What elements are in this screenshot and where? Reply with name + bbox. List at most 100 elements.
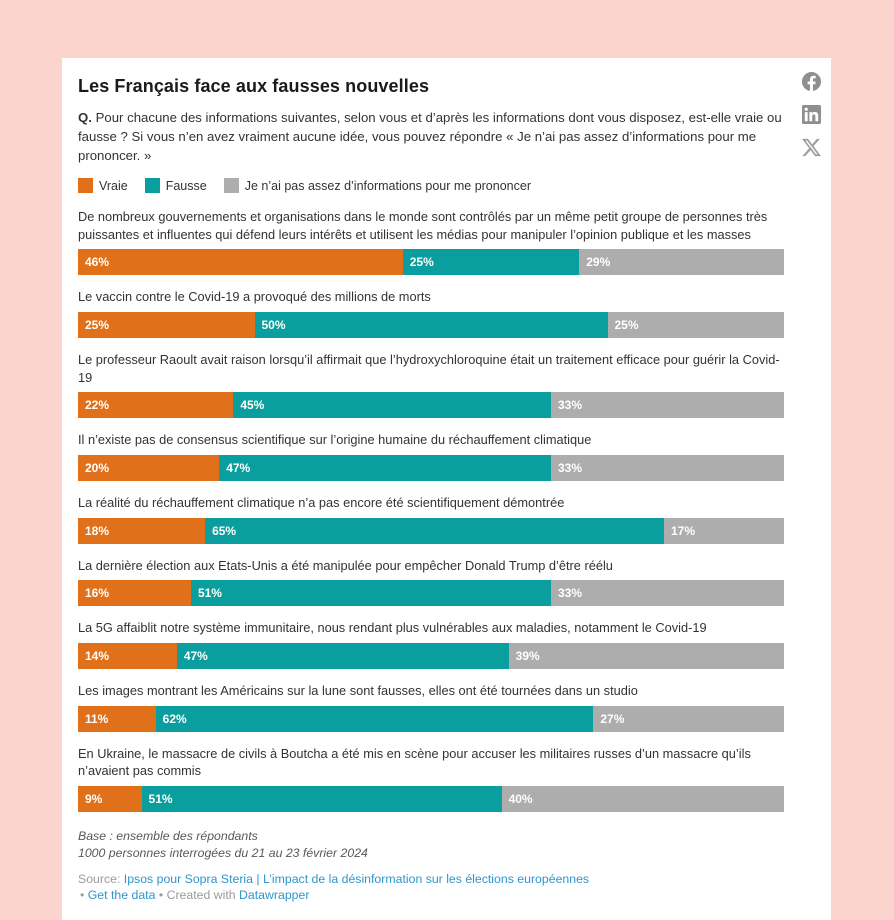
datawrapper-link[interactable]: Datawrapper [239,888,310,903]
bar-segment-fausse[interactable]: 50% [254,311,608,338]
statement-label: La 5G affaiblit notre système immunitair… [78,620,707,636]
bar-value-label: 29% [586,255,611,270]
statement-label: De nombreux gouvernements et organisatio… [78,209,768,242]
bar-segment-fausse[interactable]: 47% [219,454,551,481]
source-link[interactable]: Ipsos pour Sopra Steria | L’impact de la… [123,871,590,886]
bar-value-label: 33% [558,586,583,601]
bar-segment-nsp[interactable]: 25% [607,311,784,338]
legend-swatch [78,178,93,193]
bar-value-label: 18% [85,523,110,538]
bullet-separator: • [80,888,85,903]
statement-label: Les images montrant les Américains sur l… [78,682,638,698]
statement-label: Le vaccin contre le Covid-19 a provoqué … [78,289,431,305]
question-prefix: Q. [78,110,92,125]
bar-segment-nsp[interactable]: 27% [593,705,784,732]
bar-value-label: 22% [85,398,110,413]
bar-segment-nsp[interactable]: 17% [663,517,784,544]
bar-value-label: 46% [85,255,110,270]
bar-segment-vraie[interactable]: 46% [78,249,403,276]
bar-value-label: 33% [558,460,583,475]
bar-segment-fausse[interactable]: 47% [176,642,509,669]
bar-segment-nsp[interactable]: 33% [551,392,784,419]
bar-segment-fausse[interactable]: 65% [205,517,664,544]
bar-value-label: 51% [148,791,173,806]
bar-segment-vraie[interactable]: 16% [78,580,191,607]
bar-segment-fausse[interactable]: 62% [155,705,594,732]
linkedin-share-icon[interactable] [802,105,821,124]
bar-value-label: 9% [85,791,103,806]
bar-segment-nsp[interactable]: 33% [551,454,784,481]
statement-row: Le professeur Raoult avait raison lorsqu… [78,351,784,419]
stacked-bar: 9% 51% 40% [78,785,784,812]
bar-segment-fausse[interactable]: 51% [190,580,551,607]
stacked-bar: 18% 65% 17% [78,517,784,544]
bar-segment-fausse[interactable]: 45% [233,392,551,419]
bar-segment-fausse[interactable]: 51% [141,785,502,812]
bar-value-label: 17% [670,523,695,538]
created-with-label: Created with [166,888,236,903]
bar-value-label: 65% [212,523,237,538]
bar-segment-vraie[interactable]: 18% [78,517,206,544]
legend-label: Je n’ai pas assez d’informations pour me… [244,178,531,193]
legend-item: Je n’ai pas assez d’informations pour me… [223,178,531,193]
bar-value-label: 25% [409,255,434,270]
bar-segment-vraie[interactable]: 14% [78,642,177,669]
statement-row: En Ukraine, le massacre de civils à Bout… [78,745,784,812]
stacked-bar: 16% 51% 33% [78,580,784,607]
stacked-bar: 11% 62% 27% [78,705,784,732]
bar-segment-vraie[interactable]: 22% [78,392,234,419]
legend-item: Fausse [144,178,207,193]
question-text: Pour chacune des informations suivantes,… [78,110,782,163]
facebook-share-icon[interactable] [802,72,821,91]
bar-value-label: 27% [600,711,625,726]
statement-row: Les images montrant les Américains sur l… [78,682,784,732]
chart-main: Les Français face aux fausses nouvelles … [78,76,784,904]
base-note-line2: 1000 personnes interrogées du 21 au 23 f… [78,845,368,860]
bar-value-label: 62% [162,711,187,726]
stacked-bar: 25% 50% 25% [78,311,784,338]
get-data-link[interactable]: Get the data [87,888,156,903]
legend-item: Vraie [78,178,128,193]
bar-segment-nsp[interactable]: 33% [551,580,784,607]
bar-segment-vraie[interactable]: 25% [78,311,255,338]
statement-label: La dernière élection aux Etats-Unis a ét… [78,557,613,573]
stacked-bar: 20% 47% 33% [78,454,784,481]
bar-segment-fausse[interactable]: 25% [402,249,580,276]
statement-label: En Ukraine, le massacre de civils à Bout… [78,745,751,779]
statement-row: La réalité du réchauffement climatique n… [78,494,784,544]
statement-row: De nombreux gouvernements et organisatio… [78,208,784,276]
source-line2: • Get the data • Created with Datawrappe… [78,887,784,904]
base-note-line1: Base : ensemble des répondants [78,828,258,843]
bar-value-label: 33% [558,398,583,413]
bar-value-label: 39% [515,648,540,663]
bar-value-label: 11% [85,711,109,726]
bar-value-label: 40% [508,791,533,806]
bar-segment-nsp[interactable]: 40% [501,785,784,812]
bar-value-label: 45% [240,398,265,413]
statement-label: La réalité du réchauffement climatique n… [78,494,565,510]
legend-label: Vraie [99,178,128,193]
statement-row: La dernière élection aux Etats-Unis a ét… [78,557,784,607]
statement-label: Il n’existe pas de consensus scientifiqu… [78,432,592,448]
chart-question: Q. Pour chacune des informations suivant… [78,108,784,165]
bar-segment-vraie[interactable]: 9% [78,785,142,812]
stacked-bar: 22% 45% 33% [78,392,784,419]
bar-value-label: 14% [85,648,110,663]
bar-segment-vraie[interactable]: 20% [78,454,220,481]
bar-rows: De nombreux gouvernements et organisatio… [78,208,784,812]
chart-card: Les Français face aux fausses nouvelles … [62,58,831,920]
x-share-icon[interactable] [802,138,821,157]
notes: Base : ensemble des répondants 1000 pers… [78,828,784,862]
bar-segment-nsp[interactable]: 39% [508,642,784,669]
legend: Vraie Fausse Je n’ai pas assez d’informati… [78,178,784,193]
source-block: Source: Ipsos pour Sopra Steria | L’impa… [78,871,784,904]
stacked-bar: 14% 47% 39% [78,642,784,669]
bar-value-label: 51% [197,586,222,601]
bar-segment-nsp[interactable]: 29% [579,249,784,276]
chart-title: Les Français face aux fausses nouvelles [78,76,430,96]
statement-row: La 5G affaiblit notre système immunitair… [78,619,784,669]
stacked-bar: 46% 25% 29% [78,249,784,276]
bar-segment-vraie[interactable]: 11% [78,705,156,732]
statement-label: Le professeur Raoult avait raison lorsqu… [78,351,780,385]
legend-swatch [223,178,239,193]
